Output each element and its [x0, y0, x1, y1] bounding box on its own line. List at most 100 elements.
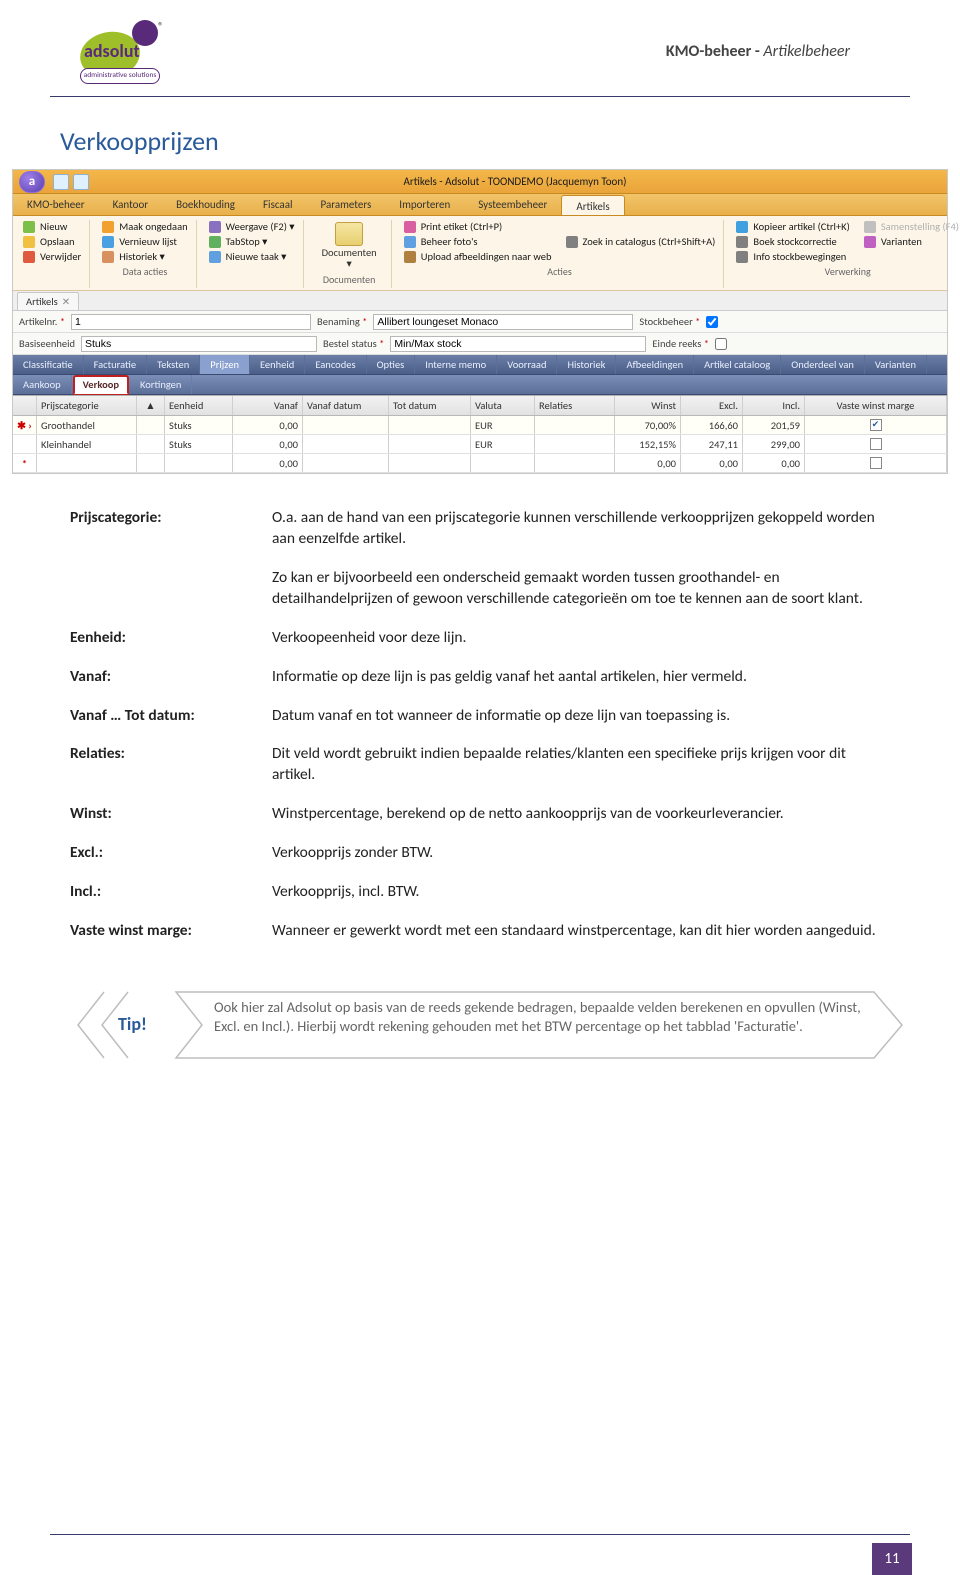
ribbon-group-actions: Print etiket (Ctrl+P) Beheer foto's Upload…: [400, 220, 725, 288]
ribbon-vernieuw-lijst[interactable]: Vernieuw lijst: [102, 235, 187, 248]
benaming-input[interactable]: [373, 314, 633, 330]
detail-tab-classificatie[interactable]: Classificatie: [13, 355, 84, 374]
grid-col-header[interactable]: ▲: [137, 396, 165, 415]
detail-tab-teksten[interactable]: Teksten: [147, 355, 200, 374]
vaste-winst-marge-checkbox[interactable]: [870, 438, 882, 450]
ribbon-upload-afbeeldingen-naar-web[interactable]: Upload afbeeldingen naar web: [404, 250, 552, 263]
menu-tab-artikels[interactable]: Artikels: [561, 195, 624, 215]
detail-tab-facturatie[interactable]: Facturatie: [84, 355, 148, 374]
grid-col-header[interactable]: Vanaf datum: [303, 396, 389, 415]
subtab-aankoop[interactable]: Aankoop: [13, 375, 72, 394]
grid-row[interactable]: *0,000,000,000,00: [13, 454, 947, 473]
ribbon-info-stockbewegingen[interactable]: Info stockbewegingen: [736, 250, 849, 263]
ribbon-kopieer-artikel-ctrl-k-[interactable]: Kopieer artikel (Ctrl+K): [736, 220, 849, 233]
ribbon-nieuwe-taak-[interactable]: Nieuwe taak ▾: [209, 250, 295, 263]
detail-tab-afbeeldingen[interactable]: Afbeeldingen: [616, 355, 694, 374]
grid-col-header[interactable]: Vanaf: [233, 396, 303, 415]
stockbeheer-checkbox[interactable]: [706, 316, 718, 328]
definition-extra: Zo kan er bijvoorbeeld een onderscheid g…: [272, 568, 890, 610]
detail-tab-artikel-cataloog[interactable]: Artikel cataloog: [694, 355, 781, 374]
menu-tab-importeren[interactable]: Importeren: [385, 194, 464, 215]
grid-col-header[interactable]: Excl.: [681, 396, 743, 415]
app-titlebar: a Artikels - Adsolut - TOONDEMO (Jacquem…: [13, 170, 947, 194]
grid-col-header[interactable]: Tot datum: [389, 396, 471, 415]
grid-col-header[interactable]: Eenheid: [165, 396, 233, 415]
grid-header: Prijscategorie▲EenheidVanafVanaf datumTo…: [13, 396, 947, 416]
definition-term: Incl.:: [70, 882, 242, 903]
grid-col-header[interactable]: Winst: [615, 396, 681, 415]
detail-tab-opties[interactable]: Opties: [367, 355, 416, 374]
benaming-label: Benaming *: [317, 315, 367, 328]
artikelnr-input[interactable]: [71, 314, 311, 330]
detail-tab-varianten[interactable]: Varianten: [865, 355, 927, 374]
ribbon-icon: [404, 236, 416, 248]
definition-term: Vaste winst marge:: [70, 921, 242, 942]
ribbon-icon: [102, 236, 114, 248]
breadcrumb-page: Artikelbeheer: [763, 42, 850, 61]
grid-col-header[interactable]: Relaties: [535, 396, 615, 415]
bestelstatus-input[interactable]: [390, 336, 646, 352]
detail-tab-historiek[interactable]: Historiek: [557, 355, 616, 374]
grid-col-header[interactable]: [13, 396, 37, 415]
menu-tab-parameters[interactable]: Parameters: [307, 194, 386, 215]
qat-save-icon[interactable]: [53, 174, 69, 190]
ribbon-icon: [404, 221, 416, 233]
grid-row[interactable]: ✱ ›GroothandelStuks0,00EUR70,00%166,6020…: [13, 416, 947, 435]
ribbon-icon: [864, 221, 876, 233]
grid-row[interactable]: KleinhandelStuks0,00EUR152,15%247,11299,…: [13, 435, 947, 454]
subtab-kortingen[interactable]: Kortingen: [130, 375, 192, 394]
menu-tab-systeembeheer[interactable]: Systeembeheer: [464, 194, 561, 215]
close-tab-icon[interactable]: ✕: [62, 295, 70, 308]
ribbon-varianten[interactable]: Varianten: [864, 235, 959, 248]
detail-tab-voorraad[interactable]: Voorraad: [497, 355, 557, 374]
qat-undo-icon[interactable]: [73, 174, 89, 190]
definition-desc: Datum vanaf en tot wanneer de informatie…: [272, 706, 890, 727]
ribbon-historiek-[interactable]: Historiek ▾: [102, 250, 187, 263]
ribbon-print-etiket-ctrl-p-[interactable]: Print etiket (Ctrl+P): [404, 220, 552, 233]
menu-tab-kmo-beheer[interactable]: KMO-beheer: [13, 194, 99, 215]
ribbon-icon: [864, 236, 876, 248]
ribbon-weergave-f2-[interactable]: Weergave (F2) ▾: [209, 220, 295, 233]
ribbon-verwijder[interactable]: Verwijder: [23, 250, 81, 263]
detail-tab-onderdeel-van[interactable]: Onderdeel van: [781, 355, 865, 374]
vaste-winst-marge-checkbox[interactable]: [870, 419, 882, 431]
definition-desc: O.a. aan de hand van een prijscategorie …: [272, 508, 890, 550]
subtab-verkoop[interactable]: Verkoop: [74, 376, 128, 394]
ribbon: Nieuw Opslaan Verwijder Maak ongedaan Verni…: [13, 216, 947, 291]
tab-artikels[interactable]: Artikels✕: [17, 292, 79, 310]
definition-desc: Verkoopeenheid voor deze lijn.: [272, 628, 890, 649]
grid-col-header[interactable]: Incl.: [743, 396, 805, 415]
ribbon-samenstelling-f4-[interactable]: Samenstelling (F4): [864, 220, 959, 233]
ribbon-icon: [209, 236, 221, 248]
menu-tab-fiscaal[interactable]: Fiscaal: [249, 194, 307, 215]
ribbon-opslaan[interactable]: Opslaan: [23, 235, 81, 248]
menu-tab-boekhouding[interactable]: Boekhouding: [162, 194, 249, 215]
app-menu-orb[interactable]: a: [19, 171, 45, 193]
definition-row: Relaties:Dit veld wordt gebruikt indien …: [70, 744, 890, 786]
documents-button[interactable]: Documenten ▾: [316, 220, 383, 271]
grid-col-header[interactable]: Valuta: [471, 396, 535, 415]
ribbon-tabstop-[interactable]: TabStop ▾: [209, 235, 295, 248]
menu-tab-kantoor[interactable]: Kantoor: [99, 194, 163, 215]
grid-col-header[interactable]: Vaste winst marge: [805, 396, 947, 415]
vaste-winst-marge-checkbox[interactable]: [870, 457, 882, 469]
ribbon-icon: [23, 251, 35, 263]
eindereeks-checkbox[interactable]: [715, 338, 727, 350]
definition-desc: Dit veld wordt gebruikt indien bepaalde …: [272, 744, 890, 786]
search-catalog-button[interactable]: Zoek in catalogus (Ctrl+Shift+A): [566, 235, 716, 248]
basiseenheid-label: Basiseenheid: [19, 337, 75, 350]
header-fields-row2: Basiseenheid Bestel status * Einde reeks…: [13, 333, 947, 355]
detail-tab-interne-memo[interactable]: Interne memo: [415, 355, 497, 374]
ribbon-boek-stockcorrectie[interactable]: Boek stockcorrectie: [736, 235, 849, 248]
grid-col-header[interactable]: Prijscategorie: [37, 396, 137, 415]
ribbon-group-documents: Documenten ▾ Documenten: [312, 220, 392, 288]
basiseenheid-input[interactable]: [81, 336, 317, 352]
detail-tab-eenheid[interactable]: Eenheid: [250, 355, 305, 374]
quick-access-toolbar: [53, 174, 89, 190]
ribbon-maak-ongedaan[interactable]: Maak ongedaan: [102, 220, 187, 233]
ribbon-beheer-foto-s[interactable]: Beheer foto's: [404, 235, 552, 248]
ribbon-nieuw[interactable]: Nieuw: [23, 220, 81, 233]
bestelstatus-label: Bestel status *: [323, 337, 384, 350]
detail-tab-eancodes[interactable]: Eancodes: [305, 355, 366, 374]
detail-tab-prijzen[interactable]: Prijzen: [200, 355, 250, 374]
